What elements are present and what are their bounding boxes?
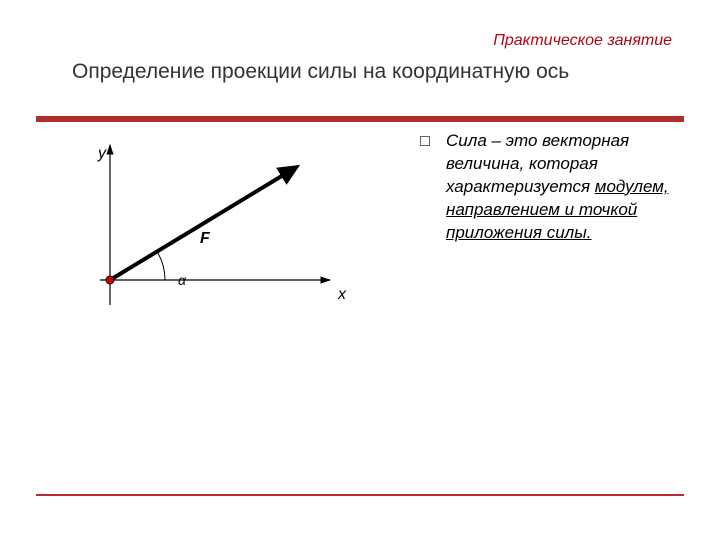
vector-diagram: x y F α [60,130,360,350]
header-label: Практическое занятие [493,32,672,50]
bottom-divider [36,494,684,496]
angle-label: α [178,272,186,288]
page-title: Определение проекции силы на координатну… [72,60,569,84]
bullet-icon [420,136,430,146]
body-text: Сила – это векторная величина, которая х… [420,130,680,245]
definition-text: Сила – это векторная величина, которая х… [446,130,680,245]
x-axis-label: x [338,286,346,304]
vector-label: F [200,230,210,248]
top-divider [36,116,684,122]
y-axis-label: y [98,145,106,163]
